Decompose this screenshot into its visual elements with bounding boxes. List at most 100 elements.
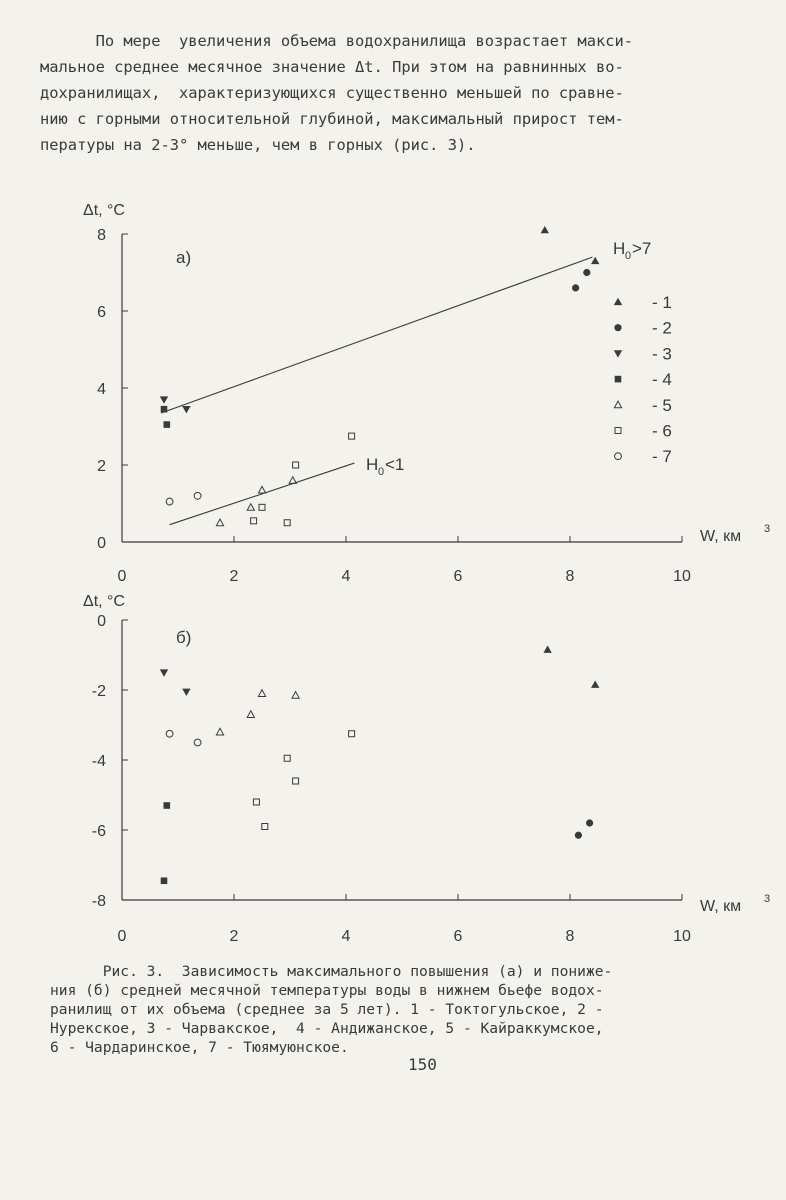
data-point-series-3: [182, 406, 191, 414]
legend-marker-4: [614, 375, 622, 383]
trend-label: H: [366, 455, 378, 474]
caption-line: ранилищ от их объема (среднее за 5 лет).…: [50, 1001, 604, 1018]
data-point-series-5: [246, 502, 256, 511]
x-tick-label: 4: [342, 568, 351, 585]
y-tick-label: 0: [97, 535, 106, 552]
legend-marker-2: [614, 324, 622, 332]
legend-marker-5: [613, 400, 623, 409]
body-paragraph: По мере увеличения объема водохранилища …: [40, 28, 780, 158]
legend-marker-3: [613, 350, 623, 358]
legend-label: - 4: [652, 370, 672, 389]
legend-label: - 7: [652, 447, 672, 466]
data-point-series-3: [159, 396, 169, 404]
y-tick-label: -4: [92, 753, 106, 770]
legend-label: - 2: [652, 319, 672, 338]
data-point-series-6: [292, 777, 300, 785]
paragraph-line: По мере увеличения объема водохранилища …: [40, 32, 634, 50]
data-point-series-1: [591, 256, 600, 265]
data-point-series-7: [193, 491, 202, 500]
x-axis-label-superscript: 3: [764, 893, 770, 905]
caption-line: 6 - Чардаринское, 7 - Тюямуюнское.: [50, 1039, 349, 1056]
legend-label: - 1: [652, 293, 672, 312]
data-point-series-6: [348, 730, 356, 738]
x-axis-label: W, км: [700, 528, 741, 545]
legend-label: - 3: [652, 344, 672, 363]
paragraph-line: мальное среднее месячное значение Δt. Пр…: [40, 58, 624, 76]
caption-line: ния (б) средней месячной температуры вод…: [50, 982, 604, 999]
x-tick-label: 8: [566, 568, 575, 585]
data-point-series-1: [543, 645, 552, 653]
y-tick-label: 6: [97, 304, 106, 321]
data-point-series-6: [283, 519, 291, 527]
data-point-series-6: [250, 517, 258, 525]
x-tick-label: 0: [118, 928, 127, 945]
y-tick-label: 8: [97, 227, 106, 244]
trend-label-subscript: 0: [625, 250, 631, 262]
data-point-series-3: [159, 669, 169, 677]
legend-label: - 6: [652, 422, 672, 441]
data-point-series-6: [261, 823, 269, 830]
data-point-series-2: [574, 831, 583, 839]
x-tick-label: 4: [342, 928, 351, 945]
paragraph-line: нию с горными относительной глубиной, ма…: [40, 110, 624, 128]
y-axis-label: Δt, °C: [83, 202, 125, 219]
legend-label: - 5: [652, 396, 672, 415]
panel-label: а): [176, 248, 191, 267]
y-tick-label: 4: [97, 381, 106, 398]
data-point-series-6: [292, 461, 300, 469]
trend-label-suffix: >7: [632, 239, 651, 258]
data-point-series-7: [165, 497, 174, 506]
data-point-series-5: [288, 475, 298, 484]
x-tick-label: 8: [566, 928, 575, 945]
trend-label-suffix: <1: [385, 455, 404, 474]
x-tick-label: 10: [673, 568, 691, 585]
legend-marker-1: [613, 297, 623, 306]
data-point-series-6: [283, 754, 291, 762]
trend-line: [169, 462, 355, 526]
data-point-series-7: [165, 729, 174, 738]
data-point-series-5: [257, 688, 267, 697]
data-point-series-4: [163, 802, 171, 809]
data-point-series-5: [215, 518, 225, 527]
data-point-series-4: [163, 421, 171, 428]
caption-line: Нурекское, 3 - Чарвакское, 4 - Андижанск…: [50, 1020, 604, 1037]
caption-line: Рис. 3. Зависимость максимального повыше…: [50, 963, 613, 980]
x-tick-label: 2: [230, 928, 239, 945]
data-point-series-4: [160, 877, 168, 885]
x-tick-label: 6: [454, 928, 463, 945]
x-axis-label: W, км: [700, 898, 741, 915]
paragraph-line: пературы на 2-3° меньше, чем в горных (р…: [40, 136, 476, 154]
data-point-series-1: [591, 680, 600, 688]
data-point-series-5: [291, 690, 301, 699]
trend-label: H: [613, 239, 625, 258]
data-point-series-6: [252, 798, 260, 806]
x-tick-label: 6: [454, 568, 463, 585]
data-point-series-7: [193, 738, 202, 747]
y-tick-label: -6: [92, 823, 106, 840]
data-point-series-3: [182, 688, 191, 696]
data-point-series-6: [348, 432, 356, 440]
data-point-series-2: [586, 819, 594, 827]
y-axis-label: Δt, °C: [83, 593, 125, 610]
page-number: 150: [408, 1055, 437, 1074]
trend-label-subscript: 0: [378, 466, 384, 478]
data-point-series-1: [540, 225, 549, 234]
data-point-series-5: [257, 485, 267, 494]
y-tick-label: 2: [97, 458, 106, 475]
y-tick-label: -2: [92, 683, 106, 700]
trend-line: [161, 256, 593, 414]
data-point-series-2: [572, 284, 580, 292]
y-tick-label: -8: [92, 893, 106, 910]
legend-marker-7: [614, 452, 622, 461]
y-tick-label: 0: [97, 613, 106, 630]
data-point-series-5: [215, 727, 225, 736]
data-point-series-2: [583, 268, 591, 277]
x-tick-label: 10: [673, 928, 691, 945]
x-tick-label: 2: [230, 568, 239, 585]
legend-marker-6: [614, 427, 622, 434]
figure-caption: Рис. 3. Зависимость максимального повыше…: [50, 962, 785, 1057]
x-axis-label-superscript: 3: [764, 523, 770, 535]
paragraph-line: дохранилищах, характеризующихся существе…: [40, 84, 624, 102]
panel-label: б): [176, 628, 191, 647]
